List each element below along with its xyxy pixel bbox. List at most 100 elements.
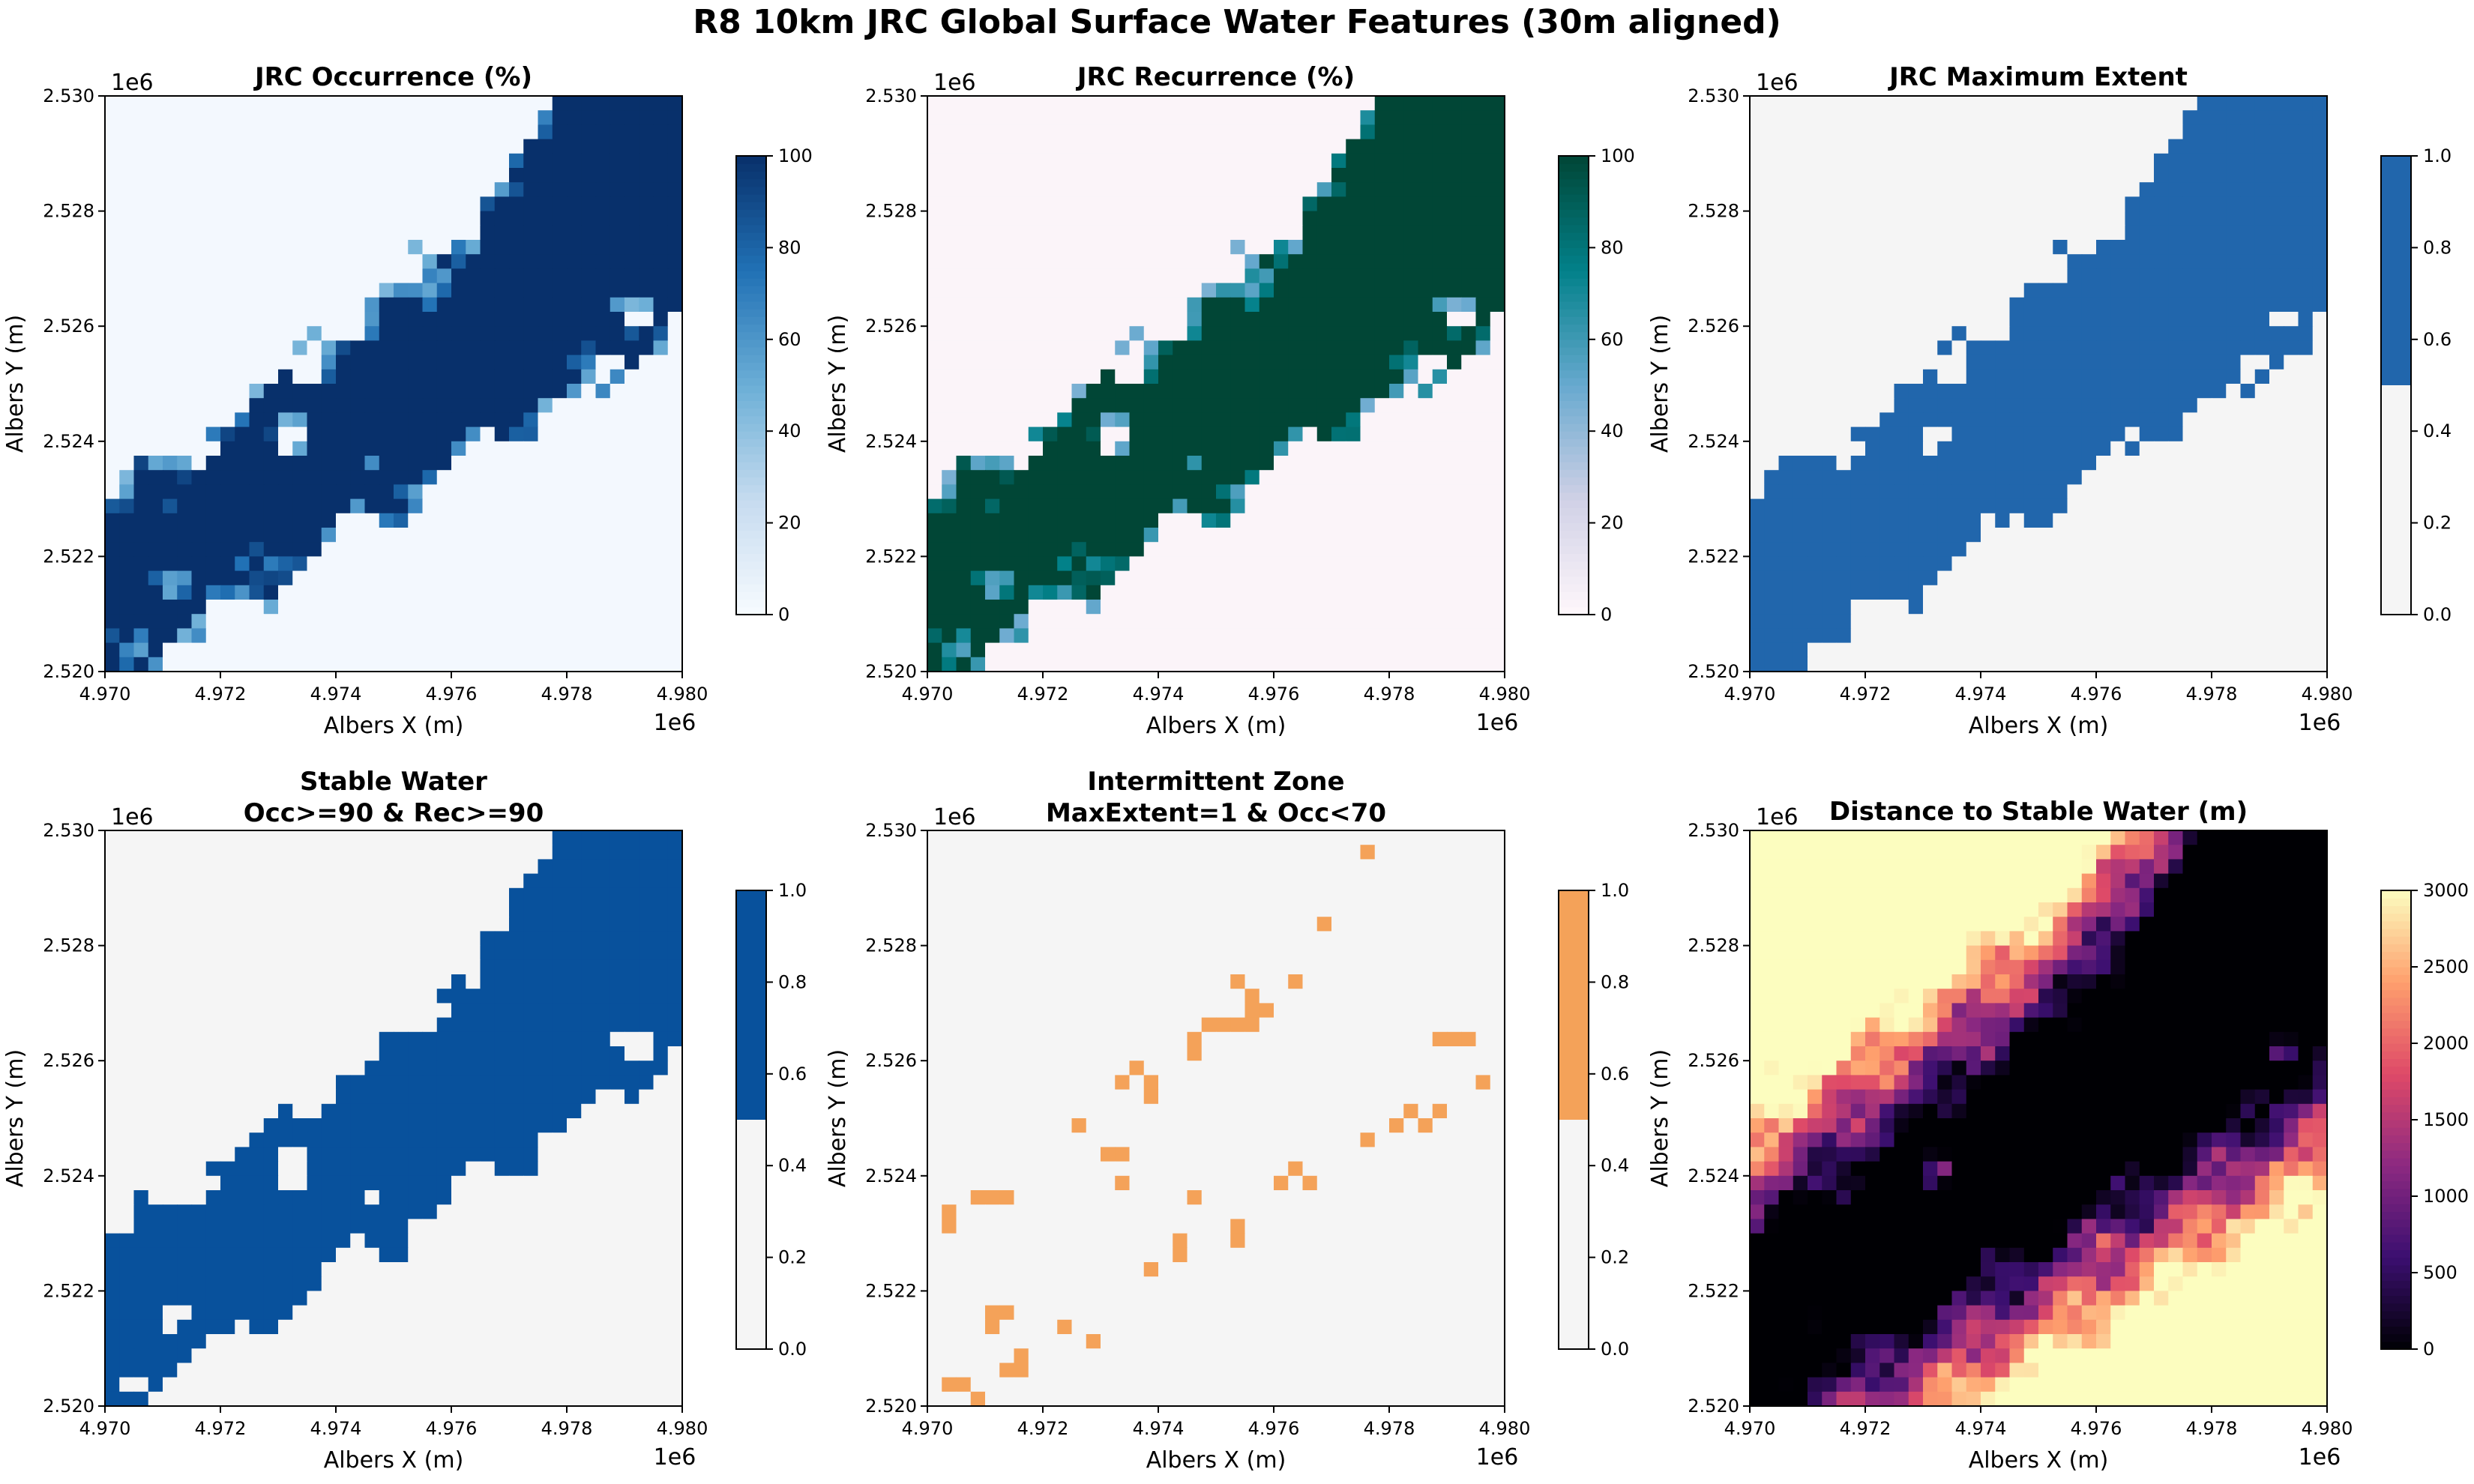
heatmap-cell: [956, 110, 972, 125]
heatmap-cell: [278, 642, 293, 658]
heatmap-cell: [2226, 570, 2242, 586]
heatmap-cell: [1475, 528, 1491, 543]
heatmap-cell: [1966, 513, 1981, 528]
heatmap-cell: [2009, 182, 2025, 197]
heatmap-cell: [177, 340, 193, 356]
heatmap-cell: [1057, 182, 1073, 197]
heatmap-cell: [1244, 456, 1260, 471]
heatmap-cell: [1879, 196, 1895, 212]
heatmap-cell: [1201, 513, 1217, 528]
heatmap-cell: [2240, 398, 2256, 413]
heatmap-cell: [494, 585, 510, 600]
heatmap-cell: [163, 369, 178, 384]
heatmap-cell: [177, 139, 193, 154]
heatmap-cell: [1937, 484, 1953, 500]
heatmap-cell: [1259, 369, 1274, 384]
heatmap-cell: [1836, 441, 1852, 456]
heatmap-cell: [1346, 484, 1361, 500]
heatmap-cell: [2081, 570, 2097, 586]
heatmap-cell: [177, 470, 193, 485]
heatmap-cell: [163, 326, 178, 341]
heatmap-cell: [263, 168, 279, 183]
heatmap-cell: [1951, 355, 1967, 370]
heatmap-cell: [1447, 513, 1462, 528]
heatmap-cell: [1216, 456, 1231, 471]
heatmap-cell: [1346, 211, 1361, 226]
heatmap-cell: [1014, 657, 1029, 672]
heatmap-cell: [220, 326, 235, 341]
heatmap-cell: [2023, 268, 2039, 284]
heatmap-cell: [567, 355, 582, 370]
heatmap-cell: [2254, 153, 2270, 169]
heatmap-cell: [2139, 369, 2155, 384]
heatmap-cell: [263, 470, 279, 485]
heatmap-cell: [2240, 528, 2256, 543]
heatmap-cell: [148, 139, 163, 154]
heatmap-cell: [1071, 110, 1087, 125]
heatmap-cell: [379, 196, 394, 212]
heatmap-cell: [1403, 441, 1419, 456]
heatmap-cell: [538, 412, 553, 428]
heatmap-cell: [1865, 225, 1880, 241]
colorbar-segment: [1559, 156, 1589, 164]
heatmap-cell: [1793, 196, 1808, 212]
heatmap-cell: [1259, 484, 1274, 500]
heatmap-cell: [985, 110, 1000, 125]
heatmap-cell: [1173, 498, 1188, 514]
heatmap-cell: [2067, 139, 2083, 154]
heatmap-cell: [2212, 369, 2227, 384]
heatmap-cell: [1158, 542, 1173, 557]
heatmap-cell: [610, 384, 625, 399]
heatmap-cell: [1764, 369, 1780, 384]
heatmap-cell: [2023, 556, 2039, 572]
heatmap-cell: [1850, 657, 1866, 672]
heatmap-cell: [667, 297, 683, 313]
colorbar-segment: [736, 431, 766, 439]
heatmap-cell: [1822, 369, 1838, 384]
heatmap-cell: [1158, 642, 1173, 658]
heatmap-cell: [1129, 96, 1145, 111]
heatmap-cell: [538, 96, 553, 111]
heatmap-cell: [1028, 384, 1044, 399]
heatmap-cell: [567, 196, 582, 212]
heatmap-cell: [1822, 528, 1838, 543]
colorbar-segment: [736, 561, 766, 570]
y-tick-label: 2.528: [43, 201, 94, 222]
heatmap-cell: [1461, 211, 1477, 226]
x-tick-label: 4.972: [1017, 684, 1069, 705]
heatmap-cell: [942, 139, 957, 154]
heatmap-cell: [235, 340, 250, 356]
heatmap-cell: [263, 484, 279, 500]
heatmap-cell: [1475, 340, 1491, 356]
heatmap-cell: [1173, 384, 1188, 399]
heatmap-cell: [480, 441, 496, 456]
heatmap-cell: [1403, 398, 1419, 413]
heatmap-cell: [1432, 556, 1448, 572]
heatmap-cell: [292, 196, 308, 212]
heatmap-cell: [985, 556, 1000, 572]
heatmap-cell: [523, 355, 539, 370]
heatmap-cell: [2009, 570, 2025, 586]
heatmap-cell: [163, 528, 178, 543]
heatmap-cell: [1346, 254, 1361, 269]
heatmap-cell: [581, 614, 597, 629]
heatmap-cell: [1923, 441, 1938, 456]
heatmap-cell: [639, 542, 654, 557]
heatmap-cell: [595, 297, 611, 313]
heatmap-cell: [466, 268, 481, 284]
heatmap-cell: [1836, 96, 1852, 111]
heatmap-cell: [436, 168, 452, 183]
heatmap-cell: [1259, 225, 1274, 241]
heatmap-cell: [1360, 513, 1376, 528]
heatmap-cell: [1374, 312, 1390, 327]
heatmap-cell: [1331, 139, 1346, 154]
heatmap-cell: [1389, 456, 1404, 471]
heatmap-cell: [177, 355, 193, 370]
heatmap-cell: [956, 326, 972, 341]
heatmap-cell: [1201, 556, 1217, 572]
heatmap-cell: [985, 268, 1000, 284]
heatmap-cell: [148, 268, 163, 284]
heatmap-cell: [653, 283, 669, 298]
heatmap-cell: [1475, 384, 1491, 399]
heatmap-cell: [2067, 614, 2083, 629]
